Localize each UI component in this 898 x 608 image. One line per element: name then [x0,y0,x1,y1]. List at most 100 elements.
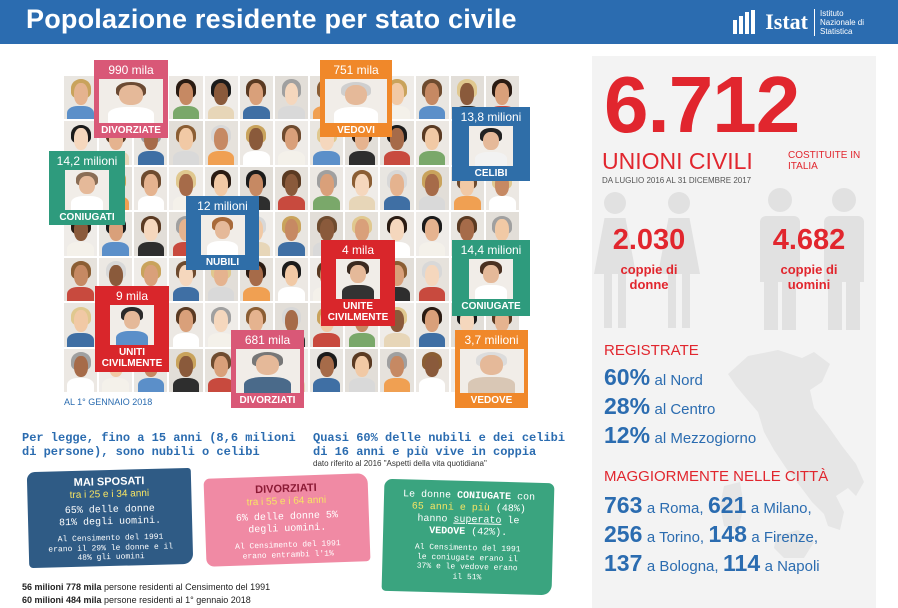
footer-text: persone residenti al 1° gennaio 2018 [101,595,251,605]
region-value: 28% [604,393,651,419]
portrait-photo [204,121,238,165]
portrait-photo [274,121,309,165]
panel-age-range: 65 anni e più [411,501,490,515]
panel-keyword: VEDOVE [428,525,466,538]
istat-logo: Istat Istituto Nazionale di Statistica [733,6,876,38]
panel-keyword: CONIUGATE [456,490,512,504]
portrait-photo [415,121,449,165]
portrait-icon [110,305,154,345]
logo-name: Istat [765,9,808,34]
city-name: a Napoli [764,558,820,575]
portrait-photo [274,166,309,211]
label-caption: CONIUGATE [461,301,521,312]
label-value: 14,2 milioni [56,154,118,168]
portrait-icon [325,79,387,123]
portrait-photo [415,166,449,211]
civil-unions-total: 6.712 [604,60,800,149]
footer-line-2018: 60 milioni 484 mila persone residenti al… [22,595,251,605]
portrait-icon [65,170,109,210]
portrait-photo [169,121,203,165]
portrait-photo [274,212,309,256]
label-value: 681 mila [244,333,291,347]
portrait-icon [469,259,513,299]
city-row: 256 a Torino, 148 a Firenze, [604,521,818,548]
panel-body: Le donne CONIUGATE con 65 anni e più (48… [383,489,554,541]
city-value: 621 [707,492,747,518]
civil-unions-panel: 6.712 UNIONI CIVILI COSTITUITE IN ITALIA… [592,56,876,608]
portrait-photo [415,303,449,347]
label-celibi: 13,8 milioni CELIBI [452,107,530,181]
portrait-photo [380,348,414,392]
civil-unions-label: UNIONI CIVILI [602,148,753,174]
region-value: 60% [604,364,651,390]
label-caption: NUBILI [205,257,240,268]
label-value: 4 mila [341,243,374,257]
portrait-photo [274,76,309,120]
label-value: 13,8 milioni [460,110,522,124]
region-text: al Mezzogiorno [654,430,757,447]
city-value: 114 [723,550,761,576]
label-vedovi: 751 mila VEDOVI [320,60,392,137]
italy-map-icon [720,350,864,558]
panel-text: con [510,492,536,504]
city-name: a Milano, [750,500,812,517]
city-name: a Firenze, [751,529,819,546]
label-vedove: 3,7 milioni VEDOVE [455,330,528,408]
label-caption: UNITI CIVILMENTE [101,347,163,369]
panel-body: 6% delle donne 5% degli uomini. [235,510,339,537]
label-value: 751 mila [333,63,379,77]
portrait-photo [169,348,203,392]
portrait-icon [469,126,513,166]
portrait-photo [415,76,449,120]
portrait-icon [99,79,163,123]
region-value: 12% [604,422,651,448]
footer-text: persone residenti al Censimento del 1991 [101,582,271,592]
footer-line-1991: 56 milioni 778 mila persone residenti al… [22,582,270,592]
statement-by-law: Per legge, fino a 15 anni (8,6 milioni d… [22,431,296,459]
city-value: 148 [708,521,747,547]
panel-text: le [501,515,520,528]
label-value: 9 mila [115,289,148,303]
portrait-photo [64,348,98,392]
footer-value: 56 milioni 778 mila [22,582,102,592]
label-caption: CELIBI [474,168,508,179]
portrait-photo [345,348,379,392]
region-row: 28% al Centro [604,393,715,420]
portrait-photo [64,257,98,302]
panel-coniugate: Le donne CONIUGATE con 65 anni e più (48… [381,478,555,596]
portrait-icon [235,349,300,393]
registrate-title: REGISTRATE [604,342,699,359]
logo-subtitle: Istituto Nazionale di Statistica [814,8,876,36]
region-row: 12% al Mezzogiorno [604,422,756,449]
portrait-photo [239,121,273,165]
portrait-photo [204,76,238,120]
panel-footnote: Al Censimento del 1991 erano entrambi l'… [234,539,341,562]
panel-body: 65% delle donne 81% degli uomini. [58,503,162,530]
city-value: 763 [604,492,643,518]
panel-divorziati: DIVORZIATI tra i 55 e i 64 anni 6% delle… [203,473,371,567]
female-couples-value: 2.030 [612,224,686,256]
portrait-icon [200,215,245,255]
portrait-photo [64,303,98,347]
label-uniti-civilmente: 9 mila UNITI CIVILMENTE [95,286,169,372]
portrait-photo [380,166,414,211]
city-name: a Torino, [646,529,705,546]
city-row: 137 a Bologna, 114 a Napoli [604,550,820,577]
header-bar: Popolazione residente per stato civile I… [0,0,898,44]
region-text: al Nord [654,372,703,389]
portrait-photo [415,212,449,256]
statement-couples: Quasi 60% delle nubili e dei celibi di 1… [313,431,566,459]
region-row: 60% al Nord [604,364,703,391]
label-divorziati: 681 mila DIVORZIATI [231,330,304,408]
label-nubili: 12 milioni NUBILI [186,196,259,270]
label-value: 990 mila [108,63,154,77]
portrait-photo [415,257,449,302]
city-name: a Roma, [646,500,704,517]
portrait-photo [380,121,414,165]
portrait-photo [64,76,98,120]
label-divorziate: 990 mila DIVORZIATE [94,60,168,138]
portrait-photo [274,257,309,302]
panel-mai-sposati: MAI SPOSATI tra i 25 e i 34 anni 65% del… [26,467,194,569]
portrait-photo [345,166,379,211]
portrait-photo [134,166,168,211]
